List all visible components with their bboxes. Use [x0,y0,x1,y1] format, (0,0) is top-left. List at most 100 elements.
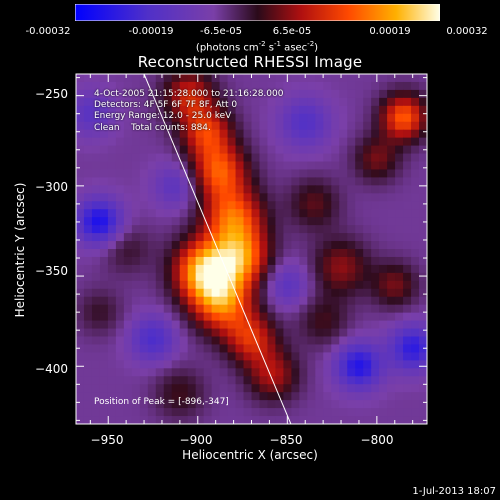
heatmap-cell [91,368,101,377]
heatmap-cell [387,264,396,274]
heatmap-cell [403,74,412,83]
heatmap-cell [403,145,412,155]
heatmap-cell [275,288,285,298]
heatmap-cell [355,400,364,409]
heatmap-cell [339,201,348,210]
heatmap-cell [171,201,181,210]
heatmap-cell [187,137,197,147]
heatmap-cell [107,264,117,274]
heatmap-cell [227,89,237,99]
heatmap-cell [363,233,372,242]
colorbar-tick-label: -0.00019 [128,26,174,37]
heatmap-cell [83,368,93,377]
heatmap-cell [147,249,157,258]
heatmap-cell [339,392,348,401]
heatmap-cell [387,336,396,346]
heatmap-cell [171,328,181,338]
heatmap-cell [115,280,125,290]
heatmap-cell [91,288,101,298]
heatmap-cell [419,280,427,290]
heatmap-cell [291,185,300,194]
heatmap-cell [387,296,396,306]
heatmap-cell [211,169,221,178]
heatmap-cell [267,280,277,290]
heatmap-cell [323,384,332,393]
heatmap-cell [307,408,316,417]
heatmap-cell [371,336,380,346]
heatmap-cell [163,360,173,369]
heatmap-cell [99,217,109,226]
heatmap-cell [283,264,292,274]
heatmap-cell [76,416,85,424]
heatmap-cell [187,408,197,417]
heatmap-cell [403,312,412,322]
heatmap-cell [347,368,356,377]
heatmap-cell [363,376,372,385]
heatmap-cell [211,137,221,147]
heatmap-cell [331,121,340,131]
colorbar-tick-label: 0.00019 [369,26,411,37]
heatmap-cell [387,145,396,155]
heatmap-cell [179,384,189,393]
heatmap-cell [235,328,245,338]
heatmap-cell [227,177,237,186]
heatmap-cell [76,145,85,155]
heatmap-cell [131,201,141,210]
heatmap-cell [219,296,229,306]
heatmap-cell [331,376,340,385]
heatmap-cell [179,328,189,338]
heatmap-cell [347,249,356,258]
heatmap-cell [371,392,380,401]
heatmap-cell [195,328,205,338]
heatmap-cell [379,256,388,266]
heatmap-cell [259,193,269,202]
heatmap-cell [123,74,133,83]
heatmap-cell [243,137,253,147]
heatmap-cell [131,336,141,346]
heatmap-cell [179,193,189,202]
heatmap-cell [307,169,316,178]
heatmap-cell [379,280,388,290]
heatmap-cell [267,233,277,242]
heatmap-cell [259,201,269,210]
heatmap-cell [339,121,348,131]
heatmap-cell [307,105,316,115]
heatmap-cell [227,74,237,83]
heatmap-cell [147,416,157,424]
heatmap-cell [267,376,277,385]
heatmap-cell [99,288,109,298]
heatmap-cell [76,113,85,123]
heatmap-cell [419,296,427,306]
heatmap-cell [203,312,213,322]
heatmap-cell [299,129,308,139]
heatmap-cell [267,368,277,377]
heatmap-cell [235,264,245,274]
heatmap-cell [387,161,396,171]
heatmap-cell [227,233,237,242]
heatmap-cell [259,169,269,178]
heatmap-cell [395,312,404,322]
heatmap-cell [411,201,420,210]
heatmap-cell [387,416,396,424]
heatmap-cell [83,384,93,393]
heatmap-cell [419,272,427,282]
heatmap-cell [91,320,101,330]
heatmap-cell [131,256,141,266]
heatmap-cell [131,408,141,417]
heatmap-cell [76,161,85,171]
heatmap-cell [171,153,181,163]
heatmap-cell [91,304,101,314]
heatmap-cell [347,272,356,282]
heatmap-cell [155,408,165,417]
heatmap-cell [323,400,332,409]
heatmap-cell [131,81,141,91]
heatmap-cell [291,249,300,258]
heatmap-cell [219,145,229,155]
heatmap-cell [179,225,189,234]
heatmap-cell [347,400,356,409]
heatmap-cell [107,89,117,99]
heatmap-cell [155,89,165,99]
heatmap-cell [187,105,197,115]
heatmap-cell [275,233,285,242]
heatmap-cell [203,81,213,91]
